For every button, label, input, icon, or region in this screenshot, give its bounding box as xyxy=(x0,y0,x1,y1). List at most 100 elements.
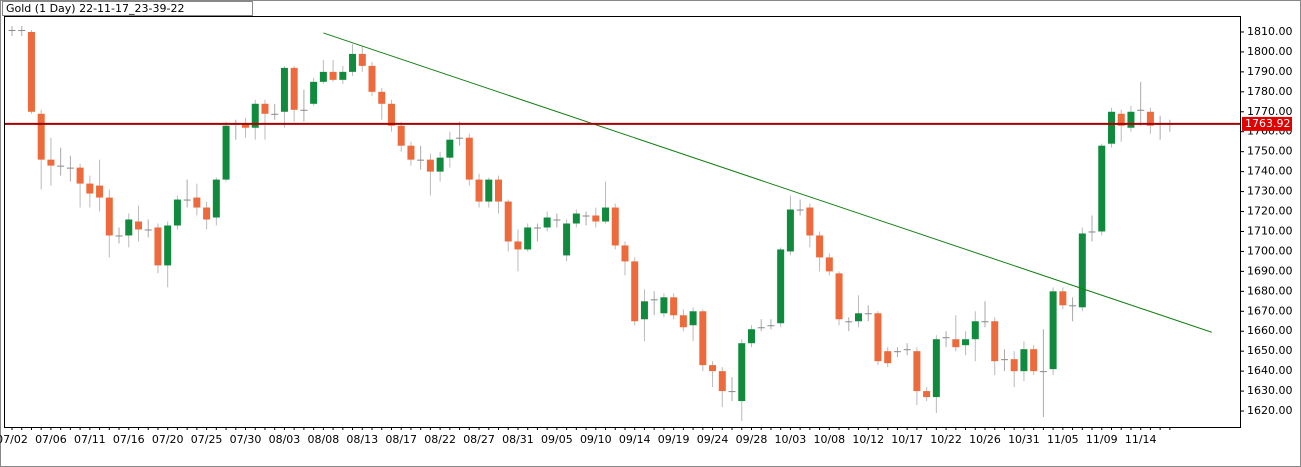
candle-body xyxy=(845,321,853,323)
y-tick-label: 1630.00 xyxy=(1247,384,1293,397)
candle-body xyxy=(855,313,863,322)
candle-body xyxy=(1010,359,1018,372)
candle-body xyxy=(37,113,45,160)
candle-body xyxy=(446,139,454,158)
candle-body xyxy=(602,207,610,222)
x-tick-label: 10/17 xyxy=(891,433,923,446)
candle-body xyxy=(485,179,493,202)
candle-body xyxy=(1137,109,1145,111)
candle-body xyxy=(1098,145,1106,232)
candle-body xyxy=(1059,291,1067,306)
candle-body xyxy=(913,351,921,392)
x-tick-label: 10/26 xyxy=(969,433,1001,446)
candle-body xyxy=(806,207,814,236)
candle-body xyxy=(543,217,551,228)
candle-body xyxy=(952,339,960,348)
candle-body xyxy=(66,167,74,169)
x-tick-label: 08/17 xyxy=(385,433,417,446)
candle-body xyxy=(660,297,668,314)
x-tick-label: 08/08 xyxy=(308,433,340,446)
candle-body xyxy=(18,29,26,31)
candle-body xyxy=(640,301,648,320)
y-tick-label: 1690.00 xyxy=(1247,264,1293,277)
candle-body xyxy=(884,351,892,364)
candle-body xyxy=(942,337,950,339)
candle-body xyxy=(767,325,775,327)
x-tick-label: 10/08 xyxy=(813,433,845,446)
candle-body xyxy=(582,215,590,217)
candle-body xyxy=(475,179,483,202)
x-tick-label: 07/11 xyxy=(74,433,106,446)
x-tick-label: 07/06 xyxy=(35,433,67,446)
x-tick-label: 10/12 xyxy=(852,433,884,446)
candle-body xyxy=(358,53,366,66)
candle-body xyxy=(932,339,940,398)
candle-body xyxy=(1049,291,1057,370)
candle-body xyxy=(572,213,580,224)
x-tick-label: 11/05 xyxy=(1047,433,1079,446)
candle-body xyxy=(991,321,999,362)
y-tick-label: 1810.00 xyxy=(1247,25,1293,38)
candle-body xyxy=(397,125,405,146)
y-tick-label: 1770.00 xyxy=(1247,105,1293,118)
candle-body xyxy=(533,227,541,229)
candle-body xyxy=(786,209,794,252)
y-tick-label: 1660.00 xyxy=(1247,324,1293,337)
candle-body xyxy=(96,185,104,198)
x-tick-label: 08/22 xyxy=(424,433,456,446)
candle-body xyxy=(86,183,94,194)
candle-body xyxy=(426,159,434,172)
y-tick-label: 1620.00 xyxy=(1247,404,1293,417)
candle-body xyxy=(631,261,639,322)
candle-body xyxy=(203,207,211,220)
candle-body xyxy=(514,241,522,250)
x-tick-label: 09/10 xyxy=(580,433,612,446)
candle-body xyxy=(611,207,619,246)
x-tick-label: 08/27 xyxy=(463,433,495,446)
x-tick-label: 09/28 xyxy=(736,433,768,446)
candle-body xyxy=(903,349,911,351)
candle-body xyxy=(339,71,347,80)
candle-body xyxy=(592,215,600,222)
candle-body xyxy=(971,321,979,340)
candle-body xyxy=(164,225,172,266)
x-tick-label: 07/30 xyxy=(230,433,262,446)
candle-body xyxy=(893,351,901,353)
candle-body xyxy=(271,113,279,115)
candle-body xyxy=(134,221,142,230)
candle-body xyxy=(757,327,765,329)
x-tick-label: 10/31 xyxy=(1008,433,1040,446)
y-tick-label: 1710.00 xyxy=(1247,224,1293,237)
candle-body xyxy=(280,67,288,112)
candle-body xyxy=(1069,305,1077,307)
candle-body xyxy=(105,197,113,236)
candle-body xyxy=(699,311,707,366)
candle-body xyxy=(378,91,386,104)
candle-body xyxy=(1088,231,1096,233)
candle-body xyxy=(125,219,133,236)
x-tick-label: 09/05 xyxy=(541,433,573,446)
candle-body xyxy=(456,137,464,139)
x-tick-label: 11/14 xyxy=(1125,433,1157,446)
candle-body xyxy=(738,343,746,402)
candle-body xyxy=(504,201,512,242)
candle-body xyxy=(796,209,804,211)
candle-body xyxy=(864,313,872,315)
candle-body xyxy=(436,157,444,172)
candle-body xyxy=(1000,359,1008,361)
y-tick-label: 1680.00 xyxy=(1247,284,1293,297)
y-tick-label: 1790.00 xyxy=(1247,65,1293,78)
candle-body xyxy=(154,227,162,266)
x-tick-label: 11/09 xyxy=(1086,433,1118,446)
candle-body xyxy=(777,249,785,324)
candle-body xyxy=(27,31,35,112)
x-tick-label: 07/16 xyxy=(113,433,145,446)
candle-body xyxy=(1030,349,1038,372)
candle-body xyxy=(57,165,65,167)
candle-body xyxy=(329,71,337,80)
candle-body xyxy=(76,167,84,184)
candle-body xyxy=(115,235,123,237)
candle-body xyxy=(417,159,425,161)
y-tick-label: 1730.00 xyxy=(1247,185,1293,198)
